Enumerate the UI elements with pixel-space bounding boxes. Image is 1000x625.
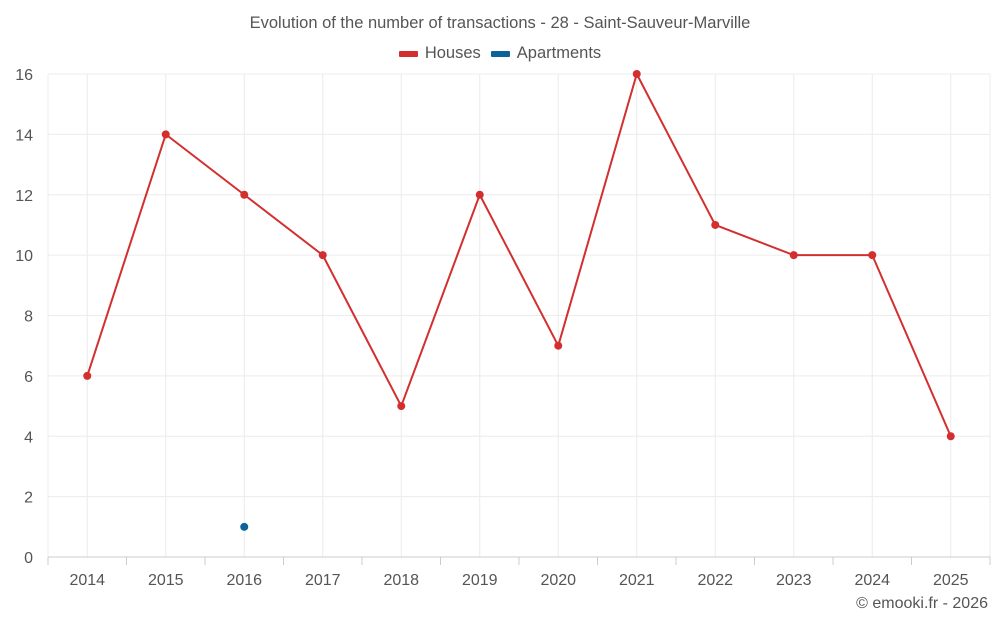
y-tick-label: 4 [24,429,33,446]
series-apartments: 2016: 1 [240,522,249,531]
data-point-houses[interactable]: 2023: 10 [789,251,798,260]
x-tick-label: 2021 [619,572,655,589]
legend-swatch-apartments [490,50,510,57]
y-tick-label: 2 [24,490,33,507]
chart-title: Evolution of the number of transactions … [249,14,751,32]
legend-swatch-houses [398,50,418,57]
legend-label-apartments: Apartments [516,44,602,62]
x-tick-label: 2025 [933,572,969,589]
data-point-houses[interactable]: 2022: 11 [711,220,720,229]
x-tick-label: 2024 [854,572,890,589]
legend-item-apartments[interactable]: Apartments [490,44,602,63]
legend-item-houses[interactable]: Houses [398,44,481,63]
x-tick-label: 2023 [776,572,812,589]
x-tick-label: 2015 [148,572,184,589]
x-tick-label: 2020 [540,572,576,589]
y-tick-label: 10 [15,248,33,265]
y-tick-label: 8 [24,309,33,326]
x-tick-label: 2014 [69,572,105,589]
y-tick-label: 0 [24,550,33,567]
data-point-houses[interactable]: 2016: 12 [240,190,249,199]
credit-text: © emooki.fr - 2026 [856,595,988,612]
x-tick-label: 2016 [226,572,262,589]
y-tick-label: 16 [15,67,33,84]
data-point-houses[interactable]: 2020: 7 [554,341,563,350]
y-tick-label: 12 [15,188,33,205]
series-layer: 2014: 6 2015: 14 2016: 12 2017: 10 2018: 5 20… [83,70,955,531]
data-point-houses[interactable]: 2014: 6 [83,371,92,380]
data-point-houses[interactable]: 2021: 16 [632,70,641,78]
series-houses: 2014: 6 2015: 14 2016: 12 2017: 10 2018: 5 20… [83,70,955,441]
grid [47,73,991,557]
y-tick-label: 6 [24,369,33,386]
legend-label-houses: Houses [424,44,481,62]
x-tick-label: 2017 [305,572,341,589]
axes: 0 2 4 6 8 10 12 14 16 2014 2015 2016 2017 2018 2019 202… [15,67,991,589]
series-line-houses [86,73,952,437]
x-tick-label: 2019 [462,572,498,589]
y-tick-label: 14 [15,127,33,144]
legend: Houses Apartments [0,44,1000,63]
data-point-apartments[interactable]: 2016: 1 [240,522,249,531]
data-point-houses[interactable]: 2018: 5 [397,402,406,411]
x-tick-label: 2018 [383,572,419,589]
data-point-houses[interactable]: 2025: 4 [946,432,955,441]
data-point-houses[interactable]: 2015: 14 [161,130,170,139]
x-tick-label: 2022 [697,572,733,589]
data-point-houses[interactable]: 2017: 10 [318,251,327,260]
data-point-houses[interactable]: 2024: 10 [868,251,877,260]
data-point-houses[interactable]: 2019: 12 [475,190,484,199]
